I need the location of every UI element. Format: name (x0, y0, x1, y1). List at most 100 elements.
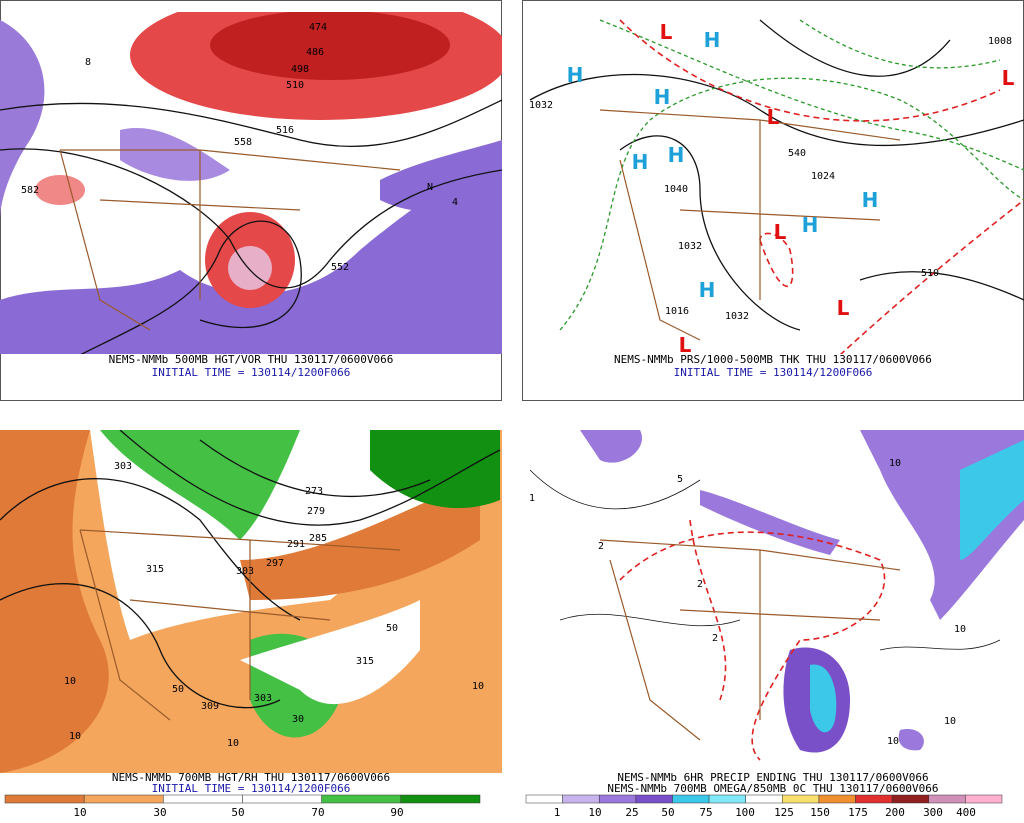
contour-label: 303 (254, 693, 272, 704)
high-marker: H (699, 278, 716, 302)
contour-label: 10 (887, 736, 899, 747)
contour-label: 285 (309, 533, 327, 544)
contour-label: 1032 (725, 311, 749, 322)
contour-label: 303 (114, 461, 132, 472)
contour-label: 1040 (664, 184, 688, 195)
contour-label: 10 (64, 676, 76, 687)
initial-time: INITIAL TIME = 130114/1200F066 (674, 366, 873, 379)
contour-label: 291 (287, 539, 305, 550)
caption: NEMS-NMMb 700MB OMEGA/850MB 0C THU 13011… (607, 782, 938, 795)
contour-label: 303 (236, 566, 254, 577)
high-marker: H (632, 150, 649, 174)
contour-label: 1032 (678, 241, 702, 252)
colorbar-label: 50 (231, 806, 244, 819)
caption: NEMS-NMMb 6HR PRECIP ENDING THU 130117/0… (617, 771, 928, 784)
contour-label: 510 (286, 80, 304, 91)
low-marker: L (767, 105, 780, 129)
high-marker: H (654, 85, 671, 109)
low-marker: L (660, 20, 673, 44)
low-marker: L (1002, 66, 1015, 90)
colorbar-label: 150 (810, 806, 830, 819)
contour-label: 582 (21, 185, 39, 196)
contour-label: 5 (677, 474, 683, 485)
contour-label: 558 (234, 137, 252, 148)
contour-label: 279 (307, 506, 325, 517)
contour-label: 4 (452, 197, 458, 208)
contour-label: N (427, 182, 433, 193)
initial-time: INITIAL TIME = 130114/1200F066 (152, 366, 351, 379)
map-precip (529, 430, 1024, 761)
contour-label: 2 (598, 541, 604, 552)
contour-label: 10 (889, 458, 901, 469)
caption: NEMS-NMMb 500MB HGT/VOR THU 130117/0600V… (109, 353, 394, 366)
colorbar-label: 300 (923, 806, 943, 819)
contour-label: 10 (69, 731, 81, 742)
colorbar-segment (782, 794, 820, 804)
colorbar-segment (672, 794, 710, 804)
low-marker: L (774, 220, 787, 244)
colorbar-segment (598, 794, 637, 804)
panel-frame (522, 0, 1024, 401)
contour-label: 50 (386, 623, 398, 634)
colorbar-segment (562, 794, 600, 804)
map-700mb (0, 430, 502, 773)
contour-label: 498 (291, 64, 309, 75)
contour-label: 516 (276, 125, 294, 136)
map-500mb (0, 12, 502, 354)
colorbar-segment (818, 794, 856, 804)
colorbar-segment (891, 794, 930, 804)
contour-label: 10 (954, 624, 966, 635)
contour-label: 1008 (988, 36, 1012, 47)
colorbar-label: 1 (554, 806, 561, 819)
colorbar-segment (163, 794, 243, 804)
colorbar-label: 10 (73, 806, 86, 819)
contour-label: 273 (305, 486, 323, 497)
colorbar-label: 125 (774, 806, 794, 819)
caption: NEMS-NMMb 700MB HGT/RH THU 130117/0600V0… (112, 771, 390, 784)
contour-label: 2 (697, 579, 703, 590)
colorbar-segment (965, 794, 1003, 804)
high-marker: H (802, 213, 819, 237)
contour-label: 1032 (529, 100, 553, 111)
contour-label: 510 (921, 268, 939, 279)
colorbar-label: 70 (311, 806, 324, 819)
colorbar-segment (745, 794, 783, 804)
colorbar-segment (525, 794, 563, 804)
contour-label: 552 (331, 262, 349, 273)
colorbar-segment (242, 794, 322, 804)
colorbar-segment (928, 794, 966, 804)
contour-label: 474 (309, 22, 327, 33)
colorbar-label: 75 (699, 806, 712, 819)
colorbar-label: 50 (661, 806, 674, 819)
colorbar-label: 200 (885, 806, 905, 819)
contour-label: 315 (356, 656, 374, 667)
colorbar-segment (83, 794, 164, 804)
colorbar-label: 90 (390, 806, 403, 819)
map-pressure-thickness (529, 19, 1024, 354)
contour-label: 10 (944, 716, 956, 727)
low-marker: L (679, 333, 692, 357)
initial-time: INITIAL TIME = 130114/1200F066 (152, 782, 351, 795)
colorbar-segment (400, 794, 481, 804)
contour-label: 30 (292, 714, 304, 725)
contour-label: 50 (172, 684, 184, 695)
colorbar-label: 175 (848, 806, 868, 819)
colorbar-label: 400 (956, 806, 976, 819)
colorbar-label: 25 (625, 806, 638, 819)
high-marker: H (567, 63, 584, 87)
contour-label: 1016 (665, 306, 689, 317)
contour-label: 2 (712, 633, 718, 644)
colorbar-segment (635, 794, 673, 804)
colorbar-segment (855, 794, 893, 804)
high-marker: H (668, 143, 685, 167)
colorbar-label: 30 (153, 806, 166, 819)
contour-label: 8 (85, 57, 91, 68)
contour-label: 1 (529, 493, 535, 504)
colorbar-segment (321, 794, 402, 804)
colorbar-segment (4, 794, 85, 804)
high-marker: H (862, 188, 879, 212)
contour-label: 486 (306, 47, 324, 58)
colorbar-label: 10 (588, 806, 601, 819)
